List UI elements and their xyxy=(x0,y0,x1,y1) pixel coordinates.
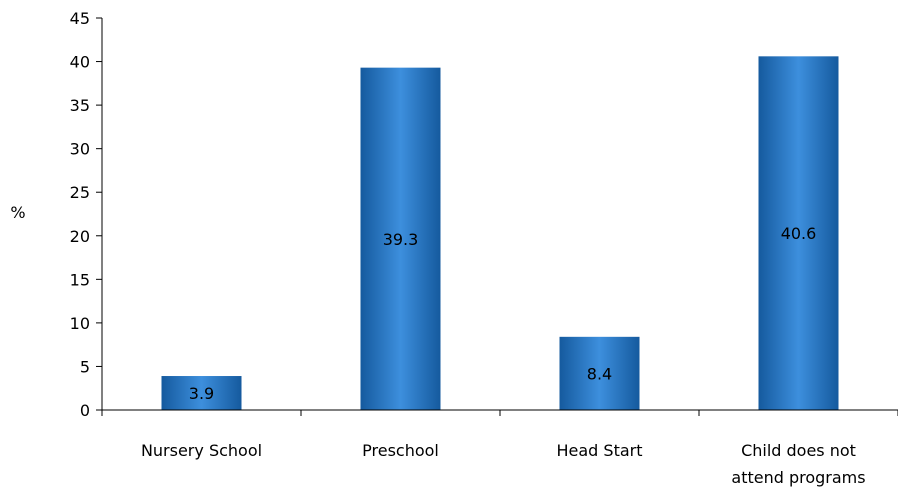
y-tick-label: 20 xyxy=(70,227,90,246)
data-label: 39.3 xyxy=(383,230,419,249)
x-category-label: Head Start xyxy=(556,441,642,460)
x-category-label: Preschool xyxy=(362,441,439,460)
bar-1 xyxy=(161,376,242,410)
y-tick-label: 10 xyxy=(70,314,90,333)
y-tick-label: 0 xyxy=(80,401,90,420)
data-label: 40.6 xyxy=(781,224,817,243)
y-tick-label: 25 xyxy=(70,183,90,202)
x-category-label: Child does not attend programs xyxy=(731,441,865,487)
bar-3 xyxy=(559,336,640,410)
y-axis-title: % xyxy=(10,203,25,222)
data-label: 3.9 xyxy=(189,384,214,403)
y-tick-label: 30 xyxy=(70,140,90,159)
x-category-label: Nursery School xyxy=(141,441,262,460)
y-tick-label: 35 xyxy=(70,96,90,115)
data-label: 8.4 xyxy=(587,364,612,383)
bar-4 xyxy=(758,56,839,410)
y-tick-label: 40 xyxy=(70,53,90,72)
bar-2 xyxy=(360,67,441,411)
y-tick-label: 15 xyxy=(70,270,90,289)
y-tick-label: 5 xyxy=(80,357,90,376)
y-tick-label: 45 xyxy=(70,9,90,28)
